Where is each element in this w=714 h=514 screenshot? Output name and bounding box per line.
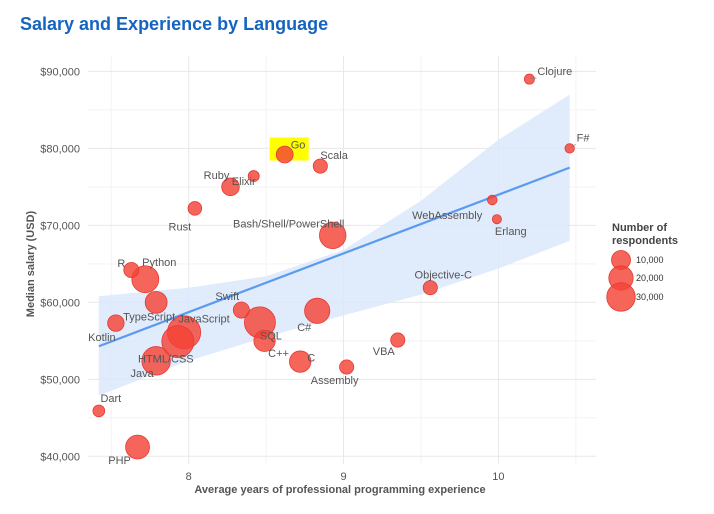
- legend-label: 30,000: [636, 292, 664, 302]
- point-label-clojure: Clojure: [537, 66, 572, 78]
- point-label-objective-c: Objective-C: [415, 270, 473, 282]
- legend-title-line-2: respondents: [612, 235, 678, 247]
- label-leader: [570, 144, 576, 148]
- point-label-assembly: Assembly: [311, 375, 359, 387]
- point-java: [141, 346, 171, 376]
- point-label-vba: VBA: [373, 346, 396, 358]
- point-label-f-: F#: [577, 132, 591, 144]
- point-label-python: Python: [142, 257, 176, 269]
- y-axis-title: Median salary (USD): [25, 210, 37, 317]
- point-label-c-: C++: [268, 348, 289, 360]
- point-ruby: [221, 177, 240, 197]
- point-label-elixir: Elixir: [232, 176, 256, 188]
- point-label-dart: Dart: [100, 393, 121, 405]
- point-kotlin: [107, 314, 125, 332]
- y-tick-label: $80,000: [40, 143, 80, 155]
- point-label-webassembly: WebAssembly: [412, 210, 483, 222]
- point-c-: [253, 329, 276, 352]
- point-f-: [564, 143, 575, 154]
- point-html-css: [161, 325, 195, 359]
- y-tick-label: $70,000: [40, 220, 80, 232]
- point-vba: [390, 332, 406, 348]
- point-swift: [232, 301, 250, 319]
- point-label-c: C: [307, 353, 315, 365]
- point-label-typescript: TypeScript: [123, 311, 175, 323]
- axes-layer: Average years of professional programmin…: [25, 66, 505, 496]
- x-axis-title: Average years of professional programmin…: [194, 484, 485, 496]
- legend-label: 10,000: [636, 255, 664, 265]
- legend-title-line-1: Number of: [612, 222, 667, 234]
- point-label-rust: Rust: [169, 221, 192, 233]
- point-label-javascript: JavaScript: [178, 313, 229, 325]
- y-tick-label: $60,000: [40, 297, 80, 309]
- point-label-kotlin: Kotlin: [88, 332, 116, 344]
- point-assembly: [339, 359, 355, 375]
- confidence-band: [98, 94, 570, 396]
- point-elixir: [247, 170, 260, 183]
- point-c-: [304, 297, 331, 324]
- point-webassembly: [486, 194, 498, 206]
- point-go: [275, 145, 294, 164]
- point-label-swift: Swift: [215, 291, 239, 303]
- point-clojure: [523, 73, 535, 85]
- point-r: [123, 262, 140, 279]
- point-label-c-: C#: [297, 322, 312, 334]
- point-label-r: R: [117, 258, 125, 270]
- x-tick-label: 8: [186, 471, 192, 483]
- y-tick-label: $50,000: [40, 374, 80, 386]
- point-scala: [312, 158, 328, 174]
- x-tick-label: 10: [492, 471, 504, 483]
- x-tick-label: 9: [340, 471, 346, 483]
- point-objective-c: [422, 280, 438, 296]
- points-layer: [92, 73, 575, 460]
- chart-title: Salary and Experience by Language: [20, 14, 329, 34]
- point-label-php: PHP: [108, 455, 131, 467]
- y-tick-label: $90,000: [40, 66, 80, 78]
- point-dart: [92, 404, 106, 418]
- point-label-sql: SQL: [260, 330, 282, 342]
- point-label-go: Go: [291, 140, 306, 152]
- legend-label: 20,000: [636, 273, 664, 283]
- point-bash-shell-powershell: [319, 221, 347, 250]
- y-tick-label: $40,000: [40, 451, 80, 463]
- point-erlang: [491, 214, 502, 225]
- point-label-erlang: Erlang: [495, 226, 527, 238]
- legend-swatch: [606, 282, 636, 312]
- point-c: [289, 350, 312, 373]
- point-label-scala: Scala: [320, 150, 348, 162]
- point-rust: [187, 201, 203, 216]
- point-php: [125, 434, 150, 460]
- point-typescript: [144, 290, 168, 314]
- point-label-java: Java: [131, 368, 155, 380]
- point-label-ruby: Ruby: [204, 170, 230, 182]
- point-label-bash-shell-powershell: Bash/Shell/PowerShell: [233, 218, 344, 230]
- point-label-html-css: HTML/CSS: [138, 354, 194, 366]
